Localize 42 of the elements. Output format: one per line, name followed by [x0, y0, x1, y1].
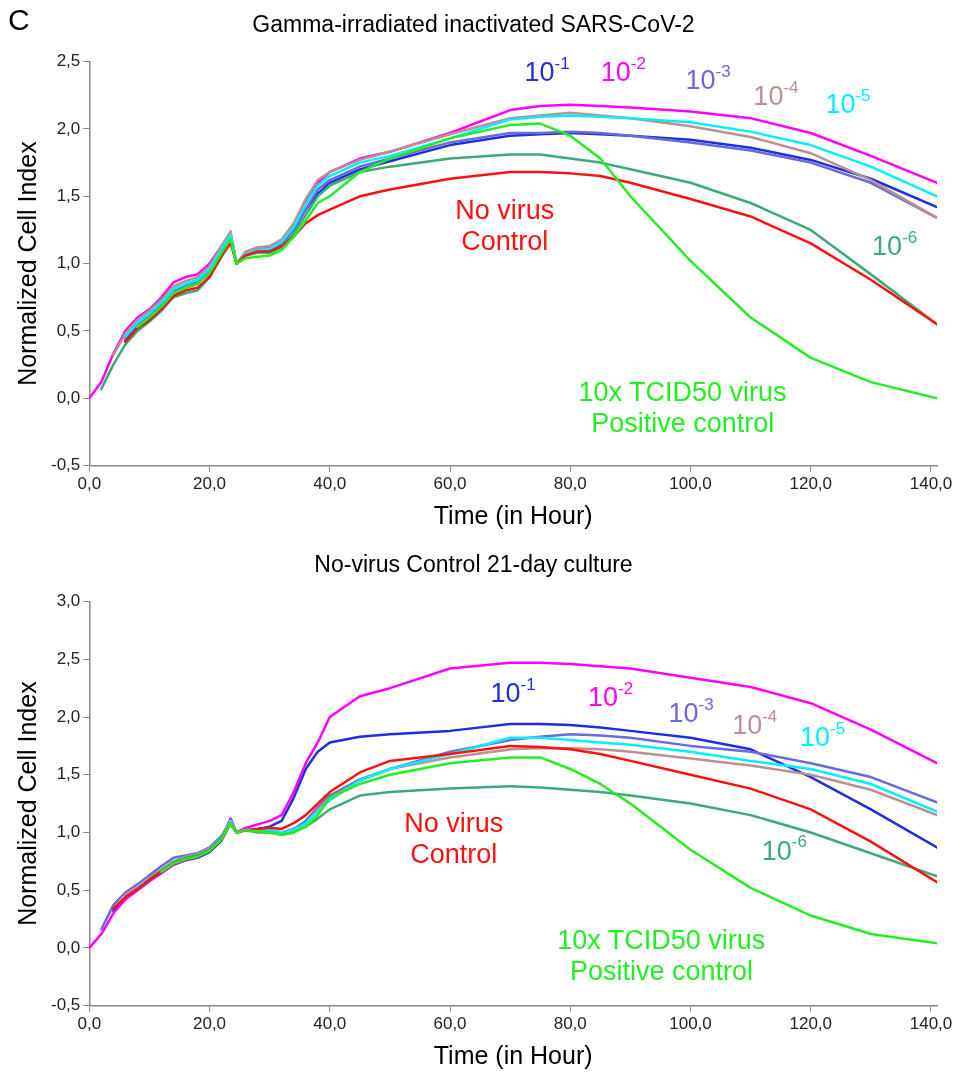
y-tick-label: 2,0: [56, 706, 81, 726]
x-tick-label: 100,0: [669, 474, 712, 494]
y-tick-label: 2,5: [56, 649, 81, 668]
series-label: No virus Control: [455, 195, 555, 257]
x-tick-label: 100,0: [669, 1014, 712, 1034]
x-tick-label: 120,0: [789, 474, 833, 494]
y-tick-label: 1,0: [56, 253, 81, 273]
x-tick-label: 20,0: [192, 474, 227, 494]
y-axis-title: Normalized Cell Index: [12, 140, 41, 386]
x-tick-label: 140,0: [909, 1014, 953, 1034]
y-tick-label: 1,5: [56, 764, 81, 784]
x-tick-label: 120,0: [789, 1014, 833, 1034]
y-tick-label: 3,0: [56, 591, 81, 611]
chart-title: No-virus Control 21-day culture: [314, 551, 633, 578]
y-tick-label: -0,5: [51, 455, 81, 475]
y-tick-label: 0,0: [56, 937, 81, 957]
x-tick-label: 60,0: [433, 474, 467, 494]
x-tick-label: 80,0: [553, 1014, 587, 1034]
x-axis-title: Time (in Hour): [433, 1040, 593, 1069]
x-tick-label: 40,0: [313, 474, 347, 494]
y-tick-label: 0,0: [56, 387, 81, 407]
y-tick-label: 2,5: [56, 51, 81, 71]
y-tick-label: 1,5: [56, 185, 81, 205]
series-label: 10x TCID50 virus Positive control: [557, 925, 766, 987]
x-tick-label: 20,0: [192, 1014, 227, 1034]
y-axis-title: Normalized Cell Index: [12, 680, 41, 926]
chart-title: Gamma-irradiated inactivated SARS-CoV-2: [252, 11, 695, 38]
y-tick-label: -0,5: [51, 995, 81, 1015]
y-tick-label: 2,0: [56, 118, 81, 138]
x-tick-label: 80,0: [553, 474, 587, 494]
text: C: [8, 3, 30, 37]
x-tick-label: 0,0: [77, 1014, 102, 1034]
x-tick-label: 0,0: [77, 474, 102, 494]
series-label: No virus Control: [404, 807, 504, 869]
series-label: 10x TCID50 virus Positive control: [578, 376, 787, 438]
x-tick-label: 60,0: [433, 1014, 467, 1034]
y-tick-label: 0,5: [56, 320, 81, 340]
y-tick-label: 0,5: [56, 879, 81, 899]
y-tick-label: 1,0: [56, 822, 81, 842]
x-axis-title: Time (in Hour): [433, 500, 593, 529]
x-tick-label: 40,0: [313, 1014, 347, 1034]
x-tick-label: 140,0: [909, 474, 953, 494]
